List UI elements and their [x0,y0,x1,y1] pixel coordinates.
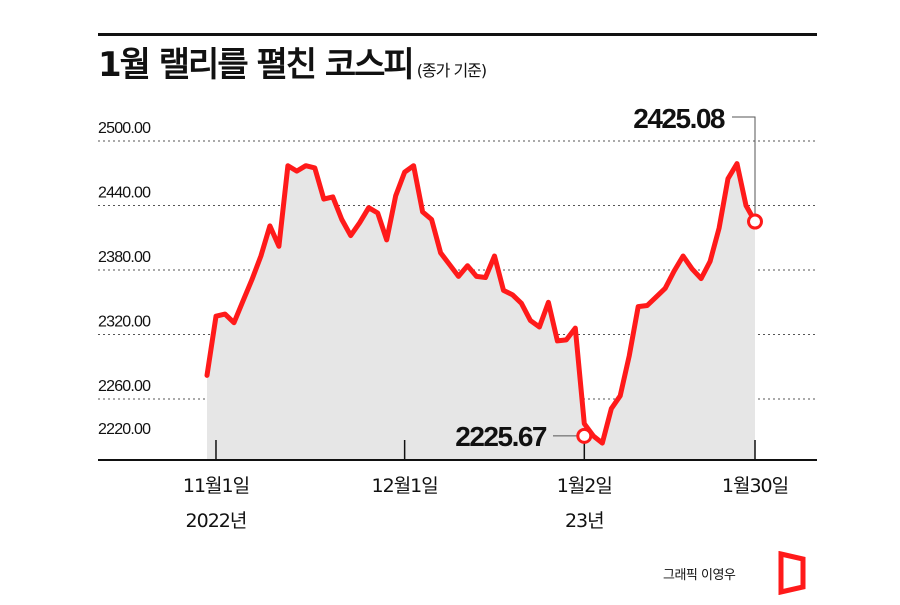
title-text: 1월 랠리를 펼친 코스피 [98,45,415,85]
y-tick-label: 2220.00 [98,421,151,438]
x-tick-year-label: 23년 [565,510,604,532]
series-line [204,161,758,446]
top-rule [98,33,817,36]
callouts: 2425.08 2225.67 [455,103,763,452]
x-tick-label: 1월2일 [557,475,612,497]
series-area [207,163,755,459]
callout-marker-low [576,427,593,444]
y-tick-label: 2380.00 [98,249,151,266]
y-tick-label: 2440.00 [98,185,151,202]
chart-title: 1월 랠리를 펼친 코스피 (종가 기준) [98,45,487,85]
callout-marker-high [747,213,763,230]
callout-label-low: 2225.67 [455,421,547,452]
graphic-credit: 그래픽 이영우 [663,568,736,583]
y-tick-label: 2260.00 [98,378,151,395]
x-axis: 11월1일 2022년 12월1일 1월2일 23년 1월30일 [98,440,817,532]
x-tick-label: 11월1일 [183,475,249,497]
publisher-logo-icon [778,551,806,595]
x-tick-year-label: 2022년 [186,510,247,532]
x-tick-label: 1월30일 [722,475,788,497]
chart-subtitle: (종가 기준) [416,61,487,80]
x-tick-label: 12월1일 [372,475,438,497]
callout-label-high: 2425.08 [633,103,725,134]
y-tick-label: 2500.00 [98,120,151,137]
callout-leader-high [732,116,756,214]
y-axis-labels: 2500.00 2440.00 2380.00 2320.00 2260.00 2220.… [98,120,152,438]
y-tick-label: 2320.00 [98,314,151,331]
